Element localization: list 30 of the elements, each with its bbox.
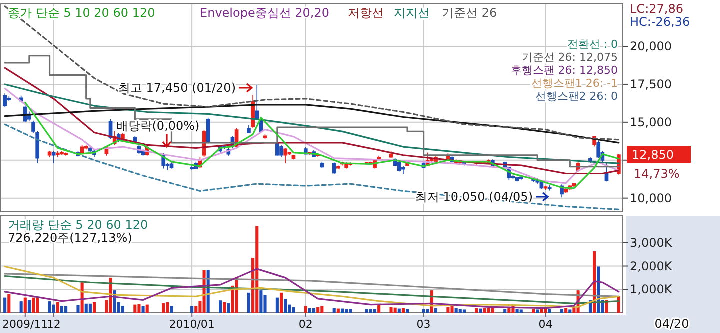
annotation: 최고 17,450 (01/20) [118, 81, 236, 95]
x-tick-label: 2009/11 [2, 318, 48, 331]
y-tick-label: 3,000K [630, 236, 674, 250]
x-tick-label: 12 [46, 318, 61, 331]
text: 04/20 [654, 317, 690, 331]
text: LC:27,86 [630, 2, 684, 16]
x-tick-label: 2010/01 [169, 318, 215, 331]
annotation: 기준선 26: 12,075 [522, 51, 618, 64]
annotation: Envelope중심선 20,20 [200, 6, 330, 20]
annotation: 기준선 26 [442, 6, 498, 20]
annotation: 선행스팬2 26: 0 [535, 90, 618, 103]
x-tick-label: 02 [298, 318, 313, 331]
annotation: 선행스팬1 26: -1 [531, 77, 618, 90]
annotation: 저항선 [348, 6, 384, 20]
x-tick-label: 04 [538, 318, 553, 331]
text: HC:-26,36 [630, 15, 690, 29]
y-tick-label: 1,000K [630, 282, 674, 297]
annotation: 지지선 [394, 6, 430, 20]
y-tick-label: 17,500 [630, 77, 672, 92]
y-tick-label: 2,000K [630, 259, 674, 274]
y-tick-label: 10,000 [630, 191, 672, 206]
annotation: 거래량 단순 5 20 60 120 [8, 218, 148, 232]
text: 12,850 [632, 148, 674, 162]
y-tick-label: 15,000 [630, 115, 672, 130]
annotation: 726,220주(127,13%) [8, 231, 132, 245]
y-tick-label: 20,000 [630, 40, 672, 54]
text: 14,73% [634, 167, 680, 181]
annotation: 후행스팬 26: 12,850 [510, 64, 618, 77]
annotation: 전환선 : 0 [567, 38, 618, 51]
x-tick-label: 03 [416, 318, 431, 331]
